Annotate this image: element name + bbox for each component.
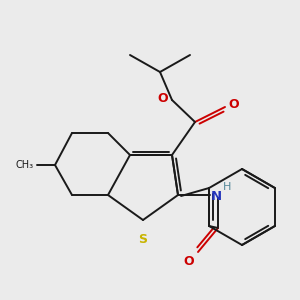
Text: S: S (139, 233, 148, 246)
Text: CH₃: CH₃ (16, 160, 34, 170)
Text: N: N (211, 190, 222, 202)
Text: H: H (223, 182, 231, 192)
Text: O: O (228, 98, 238, 112)
Text: O: O (183, 255, 194, 268)
Text: O: O (158, 92, 168, 104)
